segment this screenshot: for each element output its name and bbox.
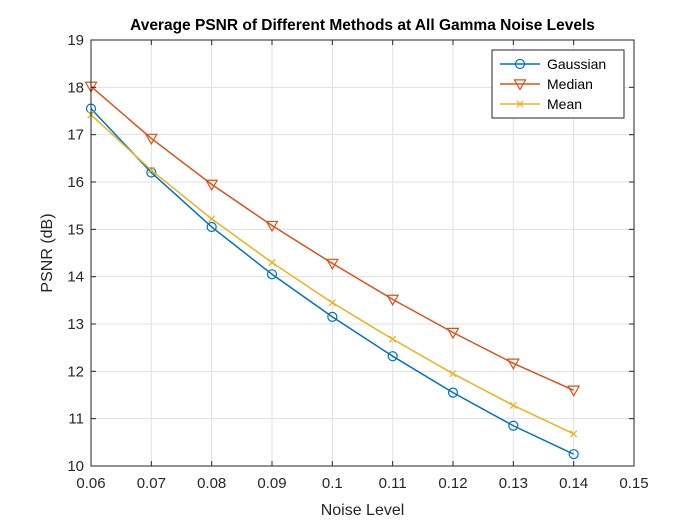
legend-marker-mean-stroke bbox=[516, 100, 524, 108]
y-tick-label: 11 bbox=[68, 411, 84, 428]
y-tick-label: 10 bbox=[67, 458, 84, 475]
data-point-gaussian bbox=[206, 221, 217, 233]
x-tick-label: 0.08 bbox=[197, 475, 226, 492]
legend-item-gaussian: Gaussian bbox=[500, 56, 606, 72]
data-point-mean bbox=[328, 299, 336, 307]
data-point-mean bbox=[389, 335, 397, 343]
x-tick-label: 0.06 bbox=[76, 475, 105, 492]
y-axis-title: PSNR (dB) bbox=[39, 213, 56, 292]
legend-label-median: Median bbox=[547, 76, 593, 92]
y-tick-label: 19 bbox=[67, 32, 84, 49]
data-point-mean-stroke bbox=[449, 370, 457, 378]
data-point-median bbox=[567, 385, 581, 397]
y-tick-label: 12 bbox=[67, 363, 84, 380]
axis-ticks: 0.06 0.07 0.08 0.09 0.1 0.11 0.12 0.13 0.14 0.15 1… bbox=[67, 32, 648, 492]
data-point-gaussian bbox=[387, 351, 398, 362]
data-point-mean-stroke bbox=[147, 166, 155, 174]
x-tick-label: 0.07 bbox=[137, 475, 166, 492]
x-tick-label: 0.09 bbox=[257, 475, 286, 492]
plot-frame bbox=[90, 39, 635, 467]
data-point-gaussian bbox=[447, 387, 459, 398]
data-point-median bbox=[205, 179, 219, 192]
x-tick-label: 0.15 bbox=[619, 475, 648, 492]
series-mean bbox=[87, 111, 578, 438]
legend-label-gaussian: Gaussian bbox=[547, 56, 606, 72]
y-tick-label: 15 bbox=[67, 221, 84, 238]
legend: Gaussian Median Mean bbox=[491, 49, 625, 119]
legend-marker-mean bbox=[516, 100, 524, 108]
data-point-gaussian bbox=[508, 420, 519, 431]
series-median bbox=[84, 81, 581, 397]
data-point-gaussian bbox=[568, 449, 579, 460]
data-point-mean bbox=[449, 370, 457, 378]
data-point-mean bbox=[268, 258, 276, 267]
data-point-gaussian bbox=[146, 167, 157, 178]
x-tick-label: 0.12 bbox=[438, 475, 467, 492]
data-point-median bbox=[325, 258, 339, 271]
x-tick-label: 0.14 bbox=[559, 475, 588, 492]
data-point-median bbox=[446, 327, 460, 340]
data-point-median bbox=[144, 133, 158, 146]
legend-item-mean: Mean bbox=[500, 96, 582, 112]
data-point-median bbox=[386, 294, 400, 307]
legend-marker-gaussian bbox=[514, 58, 526, 70]
data-point-mean bbox=[570, 430, 578, 438]
chart-title: Average PSNR of Different Methods at All… bbox=[130, 17, 595, 34]
data-point-mean-stroke bbox=[328, 299, 336, 307]
y-tick-label: 16 bbox=[67, 174, 84, 191]
data-point-mean bbox=[509, 401, 517, 410]
x-tick-label: 0.1 bbox=[322, 475, 343, 492]
legend-marker-median bbox=[513, 79, 527, 91]
y-tick-label: 18 bbox=[67, 79, 84, 96]
y-tick-label: 14 bbox=[67, 269, 84, 286]
x-tick-label: 0.11 bbox=[379, 475, 407, 492]
y-tick-label: 13 bbox=[67, 316, 84, 333]
x-axis-title: Noise Level bbox=[321, 502, 405, 519]
data-point-mean-stroke bbox=[509, 401, 517, 410]
series-line-median bbox=[90, 85, 574, 391]
data-point-gaussian bbox=[266, 269, 278, 280]
data-point-gaussian bbox=[327, 311, 338, 322]
data-point-median bbox=[506, 358, 520, 370]
series-gaussian bbox=[85, 103, 579, 460]
data-point-median bbox=[265, 220, 279, 233]
data-point-mean-stroke bbox=[208, 215, 216, 223]
x-tick-label: 0.13 bbox=[499, 475, 528, 492]
series-line-gaussian bbox=[90, 108, 574, 455]
legend-label-mean: Mean bbox=[547, 96, 582, 112]
data-point-mean bbox=[147, 166, 155, 174]
y-tick-label: 17 bbox=[67, 127, 84, 144]
data-point-mean-stroke bbox=[268, 258, 276, 267]
data-point-mean-stroke bbox=[389, 335, 397, 343]
data-point-mean-stroke bbox=[570, 430, 578, 438]
series-group bbox=[84, 81, 581, 460]
legend-item-median: Median bbox=[500, 76, 593, 92]
data-point-mean bbox=[208, 215, 216, 223]
